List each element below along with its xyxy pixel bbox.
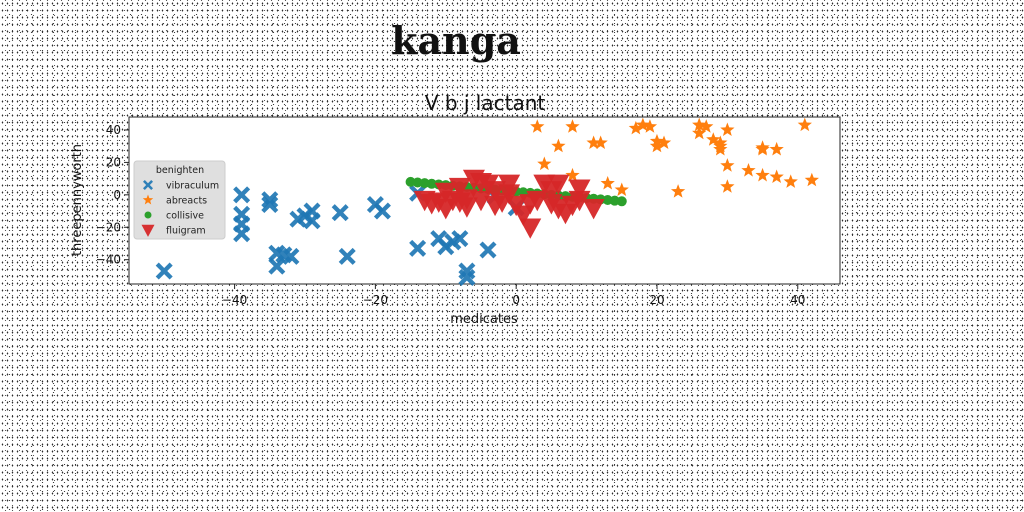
- vibraculum-point: [282, 247, 300, 265]
- legend-box: [133, 160, 226, 240]
- vibraculum-point: [233, 186, 251, 204]
- fluigram-point: [582, 198, 605, 220]
- x-tick-label: −40: [222, 293, 247, 307]
- abreacts-point: [565, 167, 580, 182]
- y-tick-label: 20: [106, 155, 121, 169]
- legend-title: benighten: [156, 165, 204, 176]
- abreacts-point: [593, 135, 608, 150]
- legend-marker-fluigram: [141, 224, 155, 237]
- chart-title: V b j lactant: [425, 91, 546, 115]
- vibraculum-point: [451, 230, 469, 248]
- y-axis-label: threepennyworth: [70, 144, 85, 256]
- abreacts-point: [720, 179, 735, 193]
- fluigram-point: [519, 218, 542, 239]
- abreacts-point: [656, 135, 672, 150]
- abreacts-point: [720, 122, 735, 137]
- abreacts-point: [642, 119, 658, 133]
- axis-ticks: −40 −20 0 20 40 −40 −20 0 20 40: [96, 123, 806, 307]
- fluigram-point: [498, 174, 521, 196]
- abreacts-point: [670, 184, 686, 198]
- x-tick-label: 40: [790, 293, 805, 307]
- vibraculum-point: [233, 225, 251, 243]
- series-vibraculum: [155, 184, 525, 287]
- vibraculum-point: [155, 262, 173, 280]
- vibraculum-point: [331, 204, 349, 222]
- x-tick-label: 0: [512, 293, 520, 307]
- abreacts-point: [720, 158, 735, 172]
- vibraculum-point: [479, 241, 497, 259]
- abreacts-point: [797, 117, 812, 132]
- legend: benighten vibraculum abreacts collisive flu…: [133, 160, 226, 240]
- x-axis-label: medicates: [450, 312, 518, 327]
- abreacts-point: [755, 141, 770, 156]
- y-tick-label: −40: [96, 253, 121, 267]
- legend-label-fluigram: fluigram: [166, 226, 206, 237]
- abreacts-point: [769, 169, 784, 184]
- abreacts-point: [741, 163, 756, 177]
- abreacts-point: [706, 132, 721, 146]
- abreacts-point: [614, 182, 629, 197]
- data-markers: [155, 117, 819, 287]
- x-tick-label: 20: [649, 293, 664, 307]
- vibraculum-point: [268, 257, 286, 275]
- legend-label-abreacts: abreacts: [166, 196, 207, 207]
- abreacts-point: [783, 174, 798, 188]
- abreacts-point: [537, 156, 552, 171]
- abreacts-point: [530, 119, 545, 133]
- series-fluigram: [413, 169, 605, 239]
- x-tick-label: −20: [363, 293, 388, 307]
- fluigram-point: [568, 179, 591, 200]
- abreacts-point: [755, 167, 770, 182]
- vibraculum-point: [409, 239, 427, 257]
- abreacts-point: [565, 119, 580, 133]
- legend-marker-collisive: [144, 211, 152, 219]
- abreacts-point: [699, 119, 714, 133]
- fluigram-point: [547, 174, 570, 196]
- abreacts-point: [551, 138, 566, 153]
- legend-marker-abreacts: [142, 194, 154, 205]
- fluigram-point: [568, 190, 591, 212]
- y-tick-label: −20: [96, 220, 121, 234]
- abreacts-point: [586, 135, 601, 150]
- abreacts-point: [649, 138, 665, 153]
- vibraculum-point: [261, 191, 279, 209]
- vibraculum-point: [373, 202, 391, 220]
- abreacts-point: [692, 125, 707, 140]
- legend-label-collisive: collisive: [166, 211, 204, 222]
- vibraculum-point: [261, 196, 279, 214]
- collisive-point: [616, 196, 627, 207]
- legend-marker-vibraculum: [143, 180, 153, 190]
- legend-label-vibraculum: vibraculum: [166, 181, 219, 192]
- fluigram-point: [448, 177, 471, 199]
- y-tick-label: 40: [106, 123, 121, 137]
- vibraculum-point: [303, 212, 321, 230]
- abreacts-point: [804, 172, 819, 187]
- abreacts-point: [600, 175, 615, 190]
- vibraculum-point: [458, 269, 476, 287]
- abreacts-point: [692, 117, 707, 132]
- series-abreacts: [530, 117, 819, 198]
- abreacts-point: [635, 117, 651, 132]
- y-tick-label: 0: [113, 188, 121, 202]
- vibraculum-point: [338, 247, 356, 265]
- abreacts-point: [769, 141, 784, 156]
- abreacts-point: [628, 120, 643, 135]
- abreacts-point: [713, 141, 728, 156]
